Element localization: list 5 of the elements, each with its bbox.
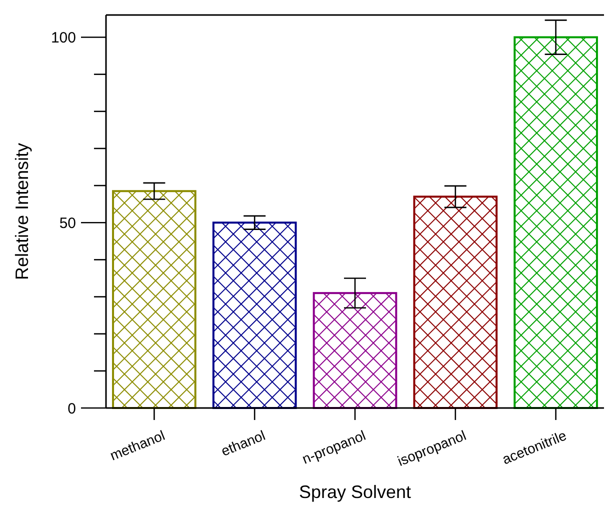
y-tick-label: 100 — [50, 29, 76, 46]
y-axis-title: Relative Intensity — [12, 142, 32, 280]
y-tick-label: 0 — [68, 400, 76, 418]
x-axis-title: Spray Solvent — [298, 482, 412, 502]
y-tick-label: 50 — [59, 214, 76, 232]
